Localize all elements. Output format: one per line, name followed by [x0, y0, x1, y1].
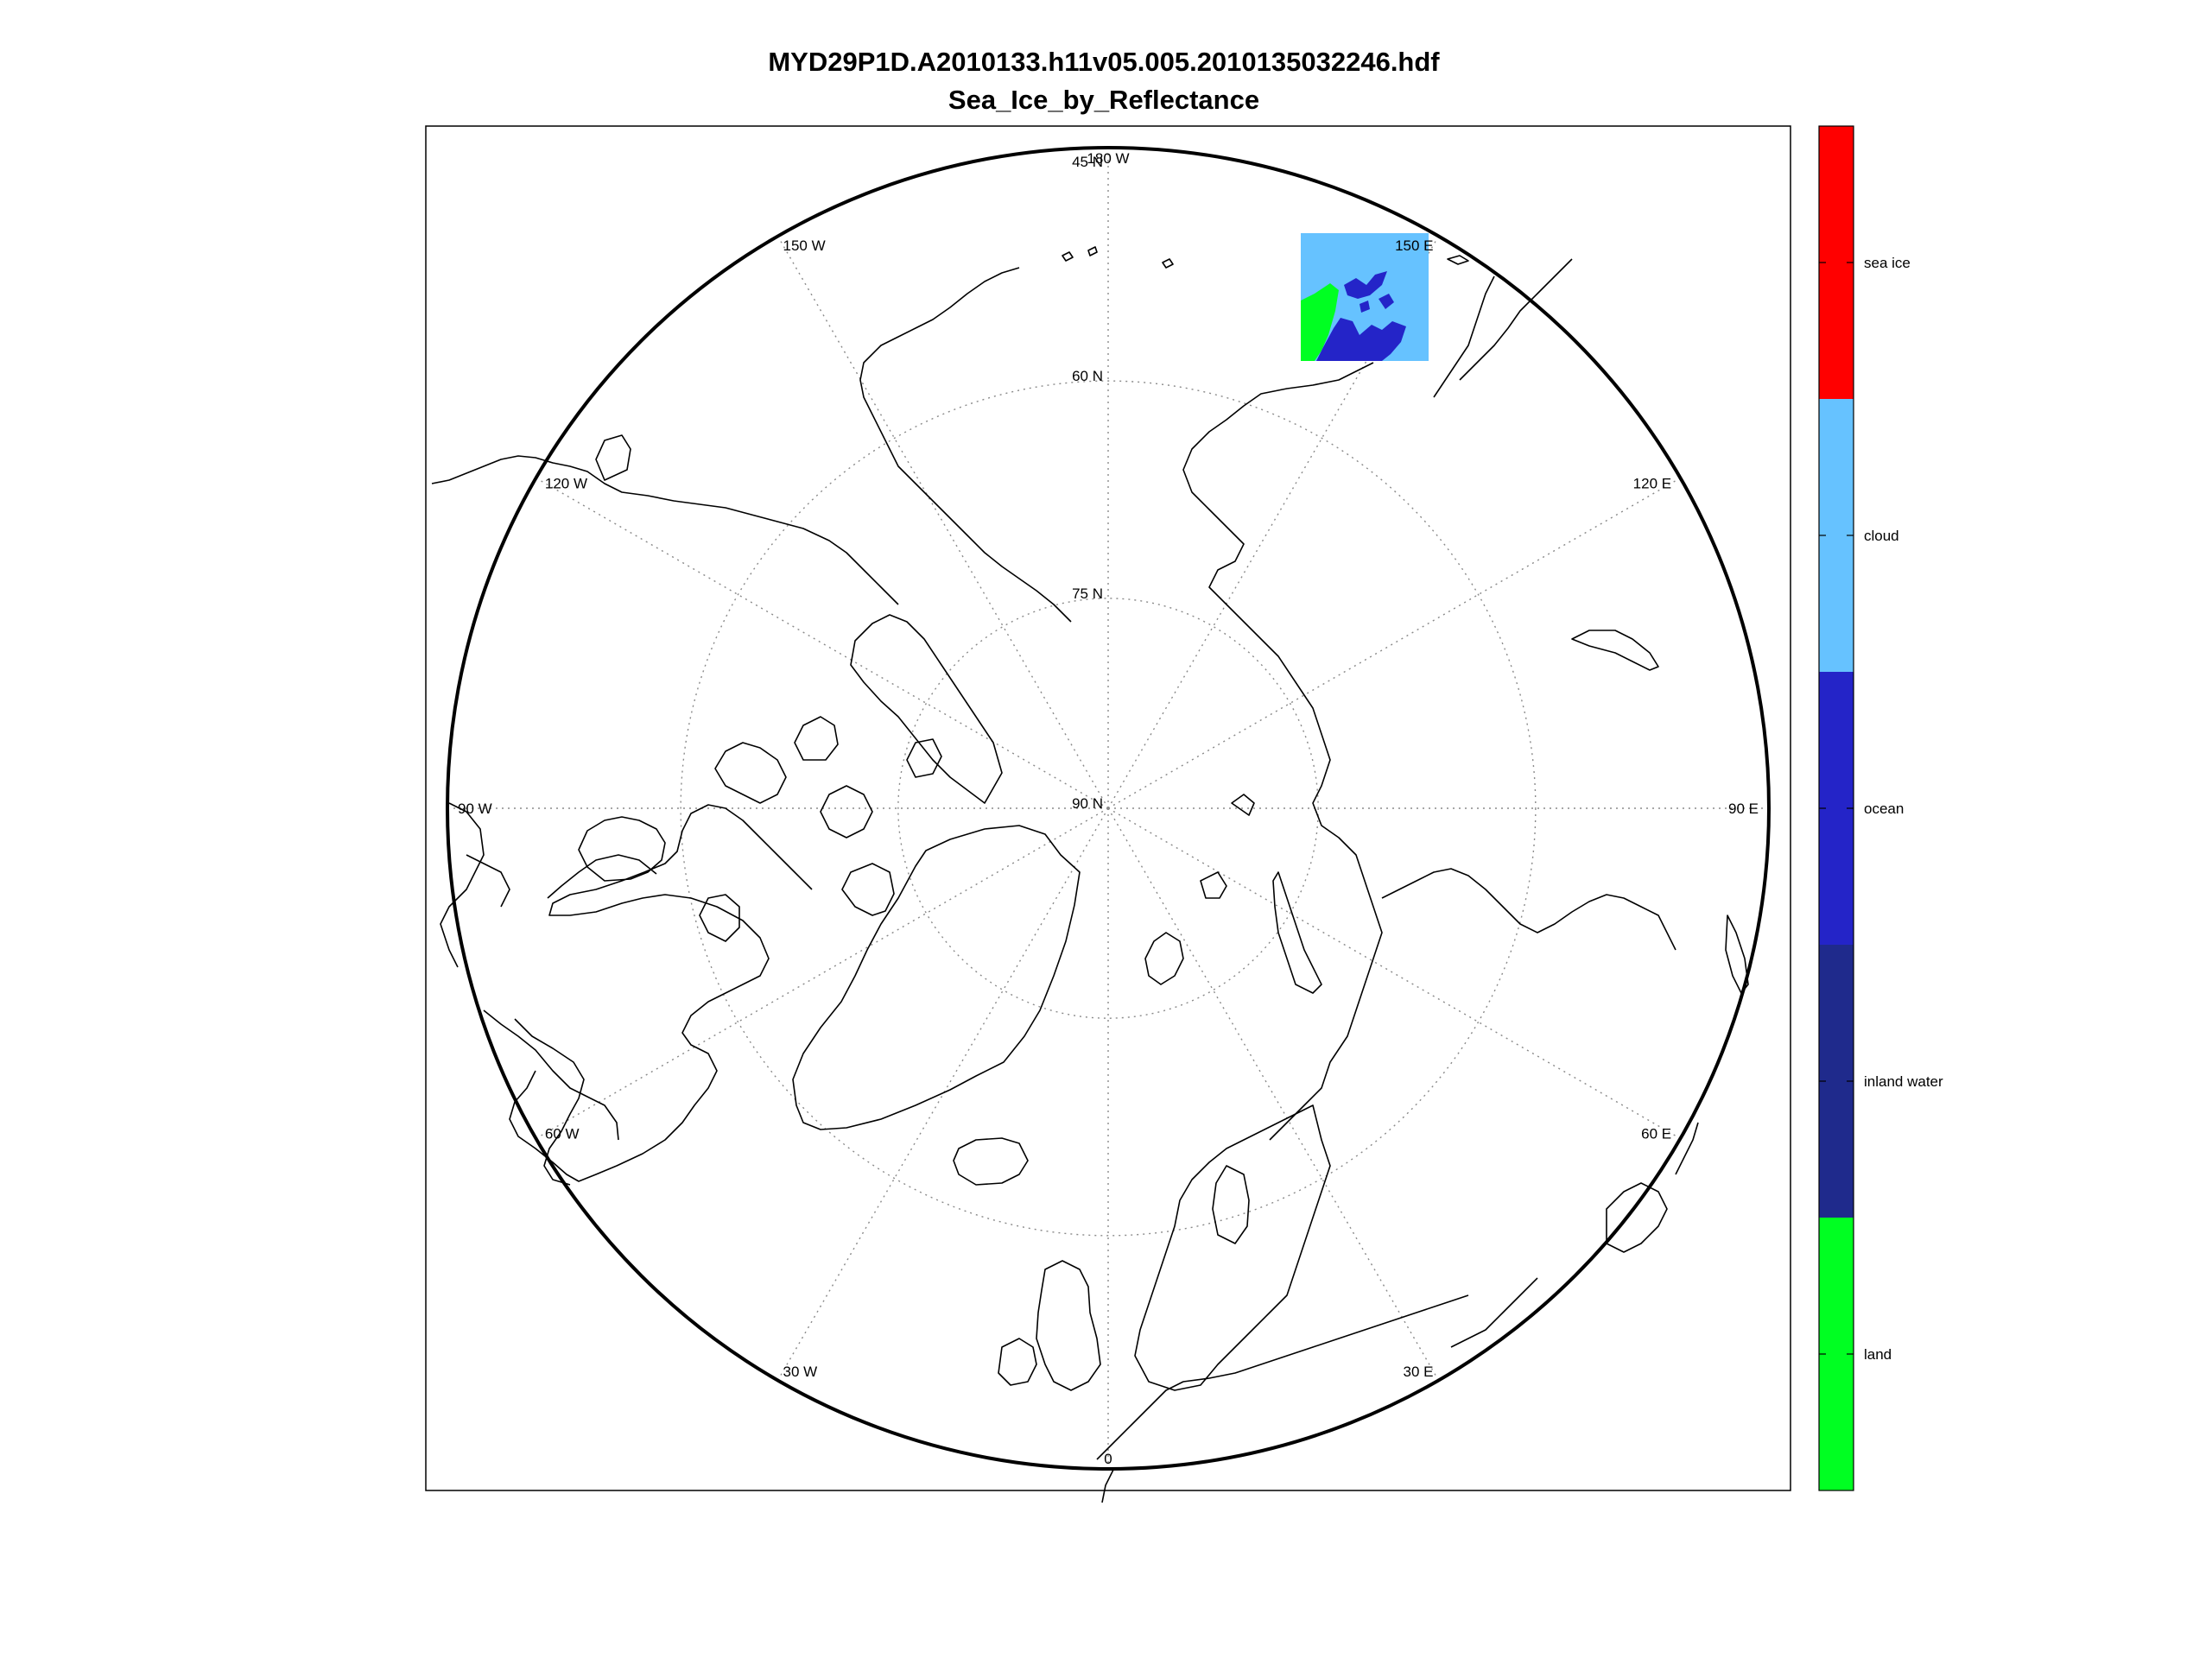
- parallel-line: [680, 380, 1537, 1237]
- colorbar-frame: [1818, 125, 1854, 1491]
- colorbar-label: sea ice: [1864, 255, 1911, 271]
- meridian-line: [1107, 807, 1681, 1140]
- meridian-label: 90 E: [1728, 801, 1759, 817]
- meridian-line: [776, 807, 1109, 1381]
- meridian-label: 90 W: [458, 801, 492, 817]
- meridian-label: 0: [1104, 1451, 1112, 1467]
- meridian-line: [536, 807, 1109, 1140]
- coastlines: [431, 246, 1749, 1503]
- meridian-label: 150 E: [1395, 237, 1433, 254]
- colorbar-label: inland water: [1864, 1073, 1943, 1090]
- data-tile: [1301, 233, 1429, 361]
- meridian-line: [536, 477, 1109, 809]
- meridian-line: [1107, 807, 1440, 1381]
- figure-subtitle: Sea_Ice_by_Reflectance: [948, 85, 1259, 115]
- ocean-patch: [1344, 271, 1387, 299]
- colorbar-label: ocean: [1864, 801, 1904, 817]
- polar-map: 45 N 60 N 75 N 90 N 0 30 E 60 E 90 E 120 E 150 E 1…: [431, 146, 1771, 1503]
- meridian-label: 120 W: [545, 476, 587, 492]
- meridian-line: [1107, 477, 1681, 809]
- map-boundary: [446, 146, 1771, 1471]
- colorbar-label: cloud: [1864, 528, 1899, 544]
- parallel-line: [897, 598, 1319, 1019]
- parallel-label: 45 N: [1072, 154, 1103, 170]
- parallel-label: 75 N: [1072, 585, 1103, 602]
- meridian-label: 30 W: [783, 1364, 818, 1380]
- graticule-labels: 45 N 60 N 75 N 90 N 0 30 E 60 E 90 E 120 E 150 E 1…: [458, 150, 1759, 1467]
- meridian-label: 60 E: [1641, 1126, 1671, 1142]
- meridian-label: 30 E: [1404, 1364, 1434, 1380]
- colorbar-label: land: [1864, 1346, 1892, 1363]
- meridian-line: [776, 236, 1109, 809]
- figure-title: MYD29P1D.A2010133.h11v05.005.20101350322…: [768, 47, 1440, 77]
- parallel-label: 90 N: [1072, 795, 1103, 812]
- colorbar: sea ice cloud ocean inland water land: [1818, 125, 1943, 1491]
- ocean-region: [1316, 318, 1406, 361]
- meridian-label: 180 W: [1087, 150, 1129, 167]
- parallel-label: 60 N: [1072, 368, 1103, 384]
- meridian-label: 60 W: [545, 1126, 580, 1142]
- meridian-label: 150 W: [783, 237, 826, 254]
- meridian-label: 120 E: [1633, 476, 1671, 492]
- ocean-patch-small: [1360, 294, 1394, 313]
- land-region: [1301, 283, 1339, 361]
